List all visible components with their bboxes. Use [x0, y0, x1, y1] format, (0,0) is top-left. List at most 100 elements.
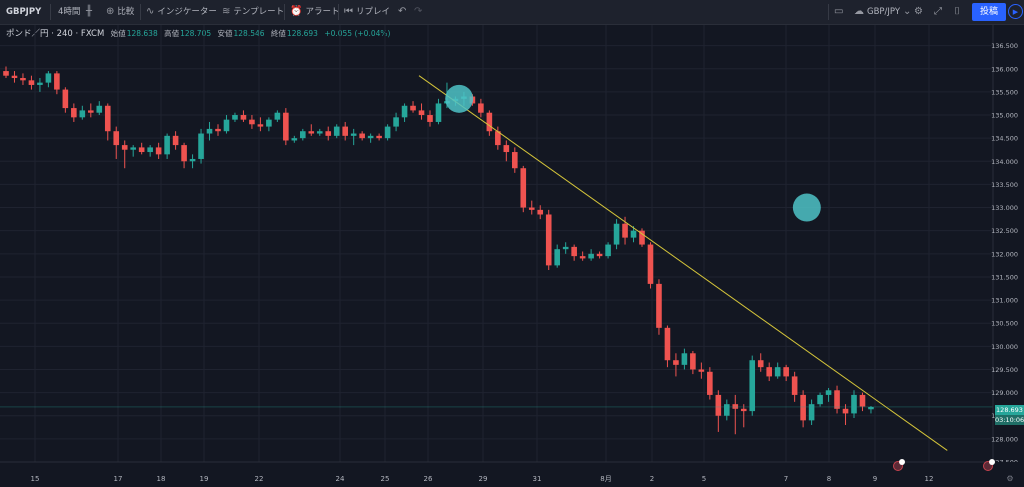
chart-style-button[interactable]: ╫: [86, 0, 95, 24]
candle-body: [147, 147, 153, 153]
price-axis[interactable]: [993, 25, 1024, 462]
price-tick-label: 133.500: [991, 181, 1018, 189]
replay-button[interactable]: ⏮ リプレイ: [344, 0, 390, 24]
time-tick-label: 2: [650, 475, 654, 483]
candle-body: [359, 133, 365, 139]
candle-body: [401, 105, 408, 118]
candle-body: [808, 404, 815, 421]
candle-body: [791, 376, 798, 395]
candle-body: [774, 367, 781, 377]
publish-button[interactable]: 投稿: [972, 3, 1006, 21]
candle-body: [596, 253, 603, 257]
candle-body: [350, 133, 357, 136]
redo-button[interactable]: ↷: [414, 0, 425, 24]
price-tick-label: 136.500: [991, 42, 1018, 50]
indicators-button[interactable]: ∿ インジケーター: [146, 0, 217, 24]
candle-body: [198, 133, 204, 159]
candle-body: [605, 244, 611, 257]
replay-icon: ⏮: [344, 6, 353, 17]
candle-body: [384, 126, 391, 139]
time-tick-label: 19: [200, 475, 209, 483]
snapshot-button[interactable]: ⌷: [954, 0, 963, 24]
candle-body: [478, 103, 484, 113]
candle-body: [639, 230, 645, 245]
time-axis[interactable]: [0, 462, 1024, 487]
candle-body: [155, 147, 162, 155]
time-tick-label: 26: [424, 475, 433, 483]
fullscreen-button[interactable]: ⤢: [934, 0, 945, 24]
redo-icon: ↷: [414, 6, 423, 17]
layout-icon: ▭: [834, 6, 844, 17]
candle-body: [588, 253, 594, 259]
layout-name-button[interactable]: ☁ GBP/JPY ⌄: [854, 0, 914, 24]
event-icon[interactable]: [983, 459, 995, 471]
fullscreen-icon: ⤢: [934, 6, 942, 17]
candle-body: [274, 112, 281, 120]
change-value: +0.055 (+0.04%): [324, 29, 391, 38]
candle-body: [138, 147, 145, 153]
candle-body: [266, 119, 272, 127]
price-tick-label: 134.500: [991, 135, 1018, 143]
candle-body: [28, 80, 35, 85]
candle-body: [291, 138, 298, 141]
candle-body: [342, 126, 348, 136]
close-value: 128.693: [286, 29, 318, 38]
last-price-tag: 128.693: [995, 405, 1024, 415]
candle-body: [520, 168, 527, 208]
price-tick-label: 131.500: [991, 273, 1018, 281]
candle-body: [613, 223, 620, 245]
candle-series: [3, 66, 874, 435]
candle-body: [690, 353, 696, 370]
price-chart[interactable]: 136.500 136.000 135.500 135.000 134.500 134.0…: [0, 25, 1024, 487]
candle-body: [859, 394, 866, 407]
price-tick-label: 136.000: [991, 65, 1018, 73]
symbol-search-button[interactable]: GBPJPY: [6, 0, 41, 24]
candle-body: [20, 78, 26, 81]
time-tick-label: 8: [827, 475, 831, 483]
layout-button[interactable]: ▭: [834, 0, 846, 24]
candle-body: [868, 406, 874, 410]
play-icon[interactable]: ▶: [1008, 4, 1023, 19]
price-tick-label: 129.500: [991, 366, 1018, 374]
price-tick-label: 131.000: [991, 297, 1018, 305]
candle-body: [435, 103, 442, 122]
templates-button[interactable]: ≋ テンプレート: [222, 0, 284, 24]
event-icon[interactable]: [893, 459, 905, 471]
settings-button[interactable]: ⚙: [914, 0, 926, 24]
time-tick-label: 17: [114, 475, 123, 483]
interval-button[interactable]: 4時間: [58, 0, 80, 24]
alert-button[interactable]: ⏰ アラート: [290, 0, 339, 24]
compare-button[interactable]: ⊕ 比較: [106, 0, 134, 24]
toolbar-divider: [140, 4, 141, 20]
axis-settings-icon[interactable]: ⚙: [1006, 474, 1013, 483]
candle-body: [410, 105, 416, 111]
toolbar-divider: [284, 4, 285, 20]
candle-body: [766, 367, 772, 377]
candle-body: [71, 108, 77, 118]
candle-body: [79, 110, 86, 118]
toolbar-divider: [828, 4, 829, 20]
drawings: [0, 75, 993, 451]
undo-icon: ↶: [398, 6, 407, 17]
candle-body: [783, 367, 789, 377]
time-tick-label: 31: [533, 475, 542, 483]
undo-button[interactable]: ↶: [398, 0, 409, 24]
candle-body: [427, 115, 433, 122]
price-tick-label: 134.000: [991, 158, 1018, 166]
candle-body: [800, 394, 806, 421]
touch-point-marker: [445, 84, 474, 113]
candle-body: [96, 105, 103, 113]
time-axis-labels: 15 17 18 19 22 24 25 26 29 31 8月 2 5 7 8 9 12: [31, 475, 934, 483]
candle-body: [215, 128, 221, 132]
alarm-clock-icon: ⏰: [290, 6, 303, 17]
candles-icon: ╫: [86, 6, 93, 17]
countdown-tag: 03:10:06: [995, 415, 1024, 425]
candle-body: [732, 404, 739, 409]
low-label: 安値: [217, 29, 233, 38]
candle-body: [622, 223, 628, 238]
close-label: 終値: [270, 29, 286, 38]
candle-body: [283, 112, 289, 141]
price-tick-label: 130.000: [991, 343, 1018, 351]
candle-body: [562, 246, 569, 250]
candle-body: [554, 249, 560, 266]
